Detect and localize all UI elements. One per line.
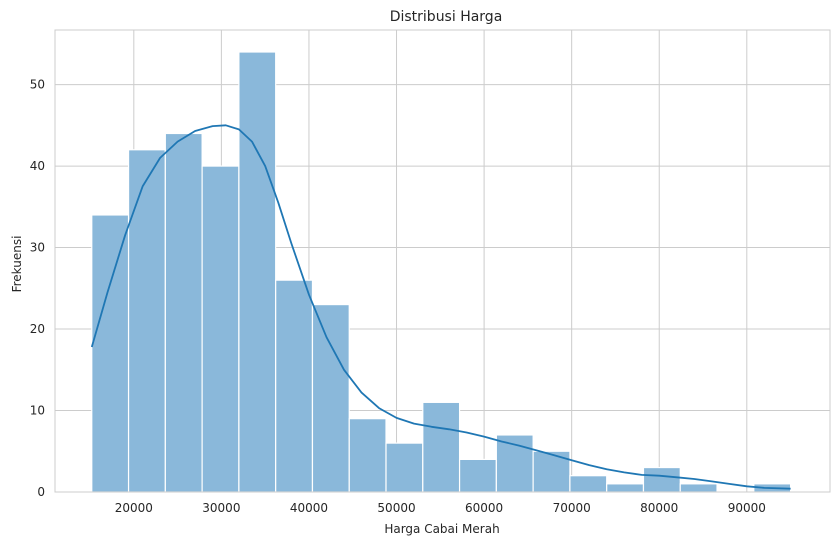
histogram-bar: [385, 442, 424, 493]
x-tick-label: 30000: [202, 501, 240, 515]
y-tick-label: 10: [30, 404, 45, 418]
plot-frame: [54, 29, 831, 493]
y-tick-label: 40: [30, 159, 45, 173]
x-tick-label: 40000: [290, 501, 328, 515]
chart-title: Distribusi Harga: [390, 9, 503, 25]
histogram-bar: [642, 466, 681, 493]
histogram-bar: [238, 51, 277, 493]
y-axis-label: Frekuensi: [10, 236, 24, 293]
histogram-bar: [569, 475, 608, 493]
histogram-bar: [679, 483, 718, 493]
histogram-bar: [275, 279, 314, 493]
x-tick-label: 70000: [553, 501, 591, 515]
plot-area: 20000 30000 40000 50000 60000 70000 80000 90000…: [30, 29, 831, 515]
histogram-bar: [91, 214, 130, 493]
y-tick-label: 20: [30, 322, 45, 336]
histogram-bar: [422, 401, 461, 493]
y-tick-label: 50: [30, 78, 45, 92]
x-tick-label: 80000: [640, 501, 678, 515]
histogram-bar: [127, 149, 166, 493]
y-tick-label: 30: [30, 241, 45, 255]
x-tick-label: 90000: [728, 501, 766, 515]
x-tick-label: 50000: [377, 501, 415, 515]
histogram-bar: [458, 458, 497, 493]
histogram-bar: [311, 303, 350, 493]
kde-line: [90, 124, 791, 490]
histogram-bar: [606, 483, 645, 493]
histogram-bar: [348, 418, 387, 493]
x-tick-label: 20000: [115, 501, 153, 515]
histogram-bar: [201, 165, 240, 493]
histogram-bar: [495, 434, 534, 493]
x-tick-label: 60000: [465, 501, 503, 515]
histogram-bar: [164, 132, 203, 493]
x-axis-label: Harga Cabai Merah: [384, 522, 499, 536]
y-tick-label: 0: [37, 485, 45, 499]
